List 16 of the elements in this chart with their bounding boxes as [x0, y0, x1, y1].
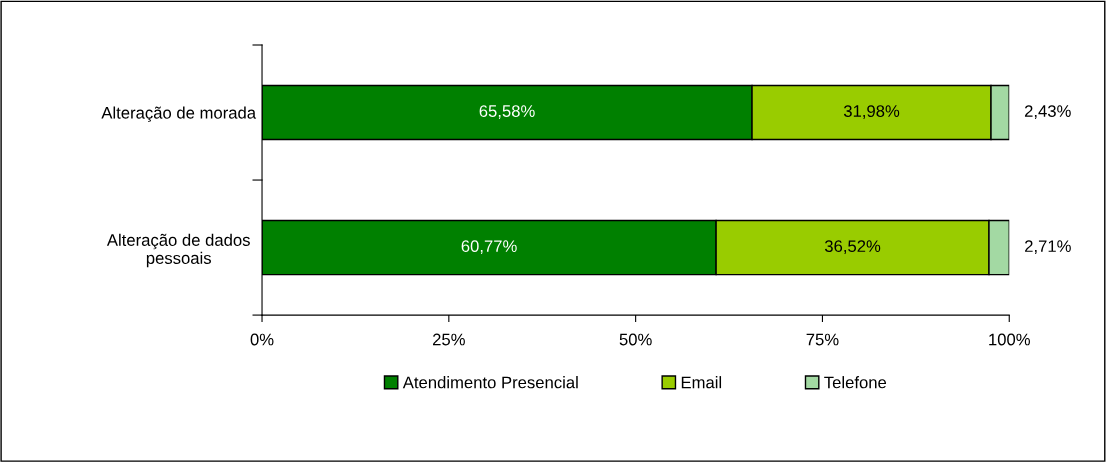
- x-tick-label: 50%: [619, 333, 652, 346]
- data-label: 36,52%: [824, 240, 881, 255]
- data-label: 2,71%: [1025, 240, 1071, 255]
- data-label: 2,43%: [1024, 105, 1071, 119]
- x-tick-label: 100%: [989, 333, 1030, 346]
- data-label: 65,58%: [479, 105, 535, 119]
- x-tick-label: 25%: [432, 333, 465, 346]
- legend-label: Telefone: [824, 376, 887, 389]
- y-tick-label: Alteração de dados pessoais: [106, 233, 250, 268]
- data-label: 60,77%: [461, 240, 517, 255]
- x-tick-label: 75%: [806, 333, 839, 346]
- legend-label: Email: [681, 376, 722, 389]
- legend-label: Atendimento Presencial: [402, 376, 578, 389]
- data-label: 31,98%: [843, 105, 900, 119]
- x-tick-label: 0%: [250, 333, 274, 346]
- y-tick-label: Alteração de morada: [101, 106, 257, 123]
